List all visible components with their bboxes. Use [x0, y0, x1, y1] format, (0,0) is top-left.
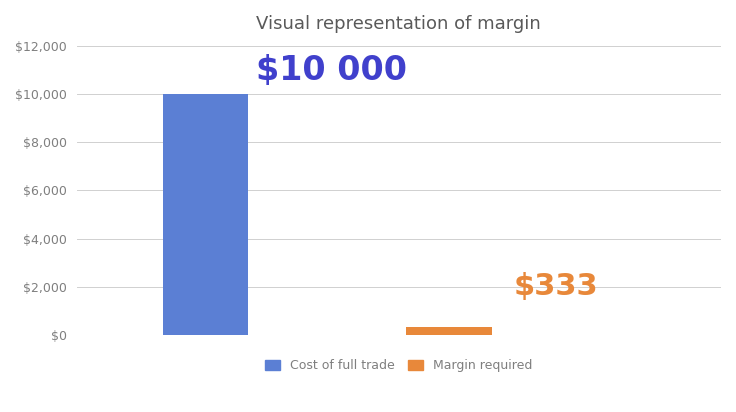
Bar — [163, 94, 249, 335]
Bar — [406, 327, 492, 335]
Title: Visual representation of margin: Visual representation of margin — [256, 15, 541, 33]
Text: $333: $333 — [513, 272, 598, 301]
Legend: Cost of full trade, Margin required: Cost of full trade, Margin required — [266, 359, 532, 372]
Text: $10 000: $10 000 — [255, 54, 406, 87]
